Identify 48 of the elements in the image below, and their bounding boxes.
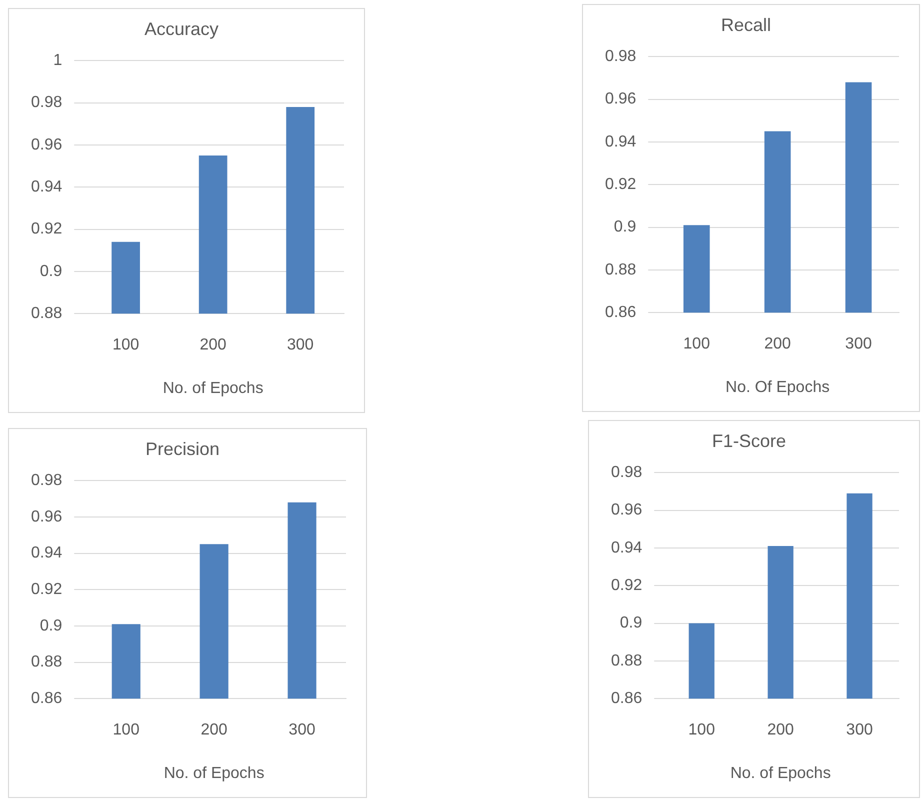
x-axis-title: No. of Epochs — [164, 764, 264, 782]
y-tick-label: 1 — [53, 52, 62, 70]
y-tick-label: 0.88 — [31, 305, 62, 322]
y-tick-label: 0.94 — [605, 133, 636, 150]
x-tick-label: 100 — [112, 336, 140, 354]
y-tick-label: 0.9 — [620, 614, 642, 632]
y-tick-label: 0.88 — [605, 261, 636, 278]
y-tick-label: 0.96 — [31, 508, 62, 526]
y-tick-label: 0.86 — [605, 304, 636, 322]
y-tick-label: 0.9 — [40, 262, 62, 280]
y-tick-label: 0.98 — [611, 464, 642, 482]
chart-title: Accuracy — [144, 18, 219, 39]
y-tick-label: 0.92 — [31, 220, 62, 238]
x-tick-label: 200 — [764, 336, 792, 353]
x-tick-label: 100 — [112, 722, 140, 739]
y-tick-label: 0.9 — [40, 617, 62, 634]
chart-title: Precision — [145, 438, 220, 459]
x-tick-label: 200 — [200, 722, 228, 739]
y-tick-label: 0.98 — [605, 48, 636, 66]
x-tick-label: 200 — [200, 336, 227, 354]
x-tick-label: 200 — [767, 722, 794, 739]
y-tick-label: 0.96 — [605, 90, 636, 108]
y-tick-label: 0.94 — [611, 539, 642, 556]
x-axis-title: No. of Epochs — [730, 764, 831, 782]
y-tick-label: 0.86 — [611, 690, 642, 708]
y-tick-label: 0.86 — [31, 690, 62, 708]
x-tick-label: 300 — [288, 722, 316, 739]
x-axis-title: No. Of Epochs — [726, 378, 830, 396]
x-axis-title: No. of Epochs — [162, 380, 264, 397]
y-tick-label: 0.98 — [31, 94, 62, 112]
x-tick-label: 100 — [688, 722, 716, 739]
chart-title: Recall — [720, 14, 772, 35]
y-tick-label: 0.98 — [31, 472, 62, 490]
chart-title: F1-Score — [712, 430, 786, 451]
y-tick-label: 0.96 — [31, 136, 62, 154]
y-tick-label: 0.88 — [611, 652, 642, 670]
x-tick-label: 300 — [845, 336, 872, 353]
y-tick-label: 0.96 — [611, 502, 642, 519]
y-tick-label: 0.92 — [605, 176, 636, 194]
y-tick-label: 0.88 — [31, 654, 62, 671]
y-tick-label: 0.92 — [611, 577, 642, 594]
x-tick-label: 300 — [287, 336, 314, 354]
x-tick-label: 100 — [683, 336, 710, 353]
y-tick-label: 0.94 — [31, 544, 62, 562]
y-tick-label: 0.94 — [31, 178, 62, 196]
x-tick-label: 300 — [846, 722, 873, 739]
y-tick-label: 0.9 — [614, 218, 636, 236]
y-tick-label: 0.92 — [31, 581, 62, 598]
